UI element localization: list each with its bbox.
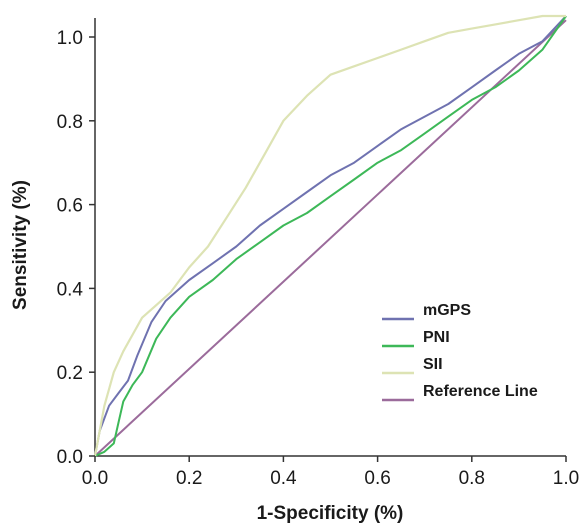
legend-item-reference-line: Reference Line <box>382 383 538 402</box>
y-tick-label: 0.4 <box>57 279 84 300</box>
y-tick-label: 1.0 <box>57 28 83 49</box>
x-tick-label: 1.0 <box>553 468 579 489</box>
series-line-sii <box>93 14 566 457</box>
x-tick-label: 0.0 <box>82 468 108 489</box>
series-line-reference-line <box>94 19 567 457</box>
legend-item-sii: SII <box>382 356 443 375</box>
x-ticks: 0.0 0.2 0.4 0.6 0.8 1.0 <box>82 456 579 489</box>
y-tick-label: 0.2 <box>57 363 83 384</box>
series-layer <box>93 14 567 457</box>
legend-label: PNI <box>423 329 450 346</box>
y-ticks: 0.0 0.2 0.4 0.6 0.8 1.0 <box>57 28 95 468</box>
legend-label: SII <box>423 356 443 373</box>
legend-label: Reference Line <box>423 383 538 400</box>
y-tick-label: 0.0 <box>57 447 83 468</box>
series-line-mgps <box>94 15 567 457</box>
legend-item-pni: PNI <box>382 329 450 348</box>
x-tick-label: 0.8 <box>459 468 485 489</box>
legend-item-mgps: mGPS <box>382 302 471 321</box>
y-tick-label: 0.8 <box>57 112 83 133</box>
legend-label: mGPS <box>423 302 471 319</box>
x-axis-title: 1-Specificity (%) <box>257 503 404 524</box>
y-tick-label: 0.6 <box>57 196 83 217</box>
x-tick-label: 0.4 <box>270 468 297 489</box>
legend: mGPS PNI SII Reference Line <box>382 302 538 402</box>
plot-area: 0.0 0.2 0.4 0.6 0.8 1.0 0.0 0.2 0.4 0.6 0.8 1.0 <box>57 14 579 489</box>
y-axis-title: Sensitivity (%) <box>10 180 31 310</box>
series-line-pni <box>94 15 567 457</box>
x-tick-label: 0.2 <box>176 468 202 489</box>
x-tick-label: 0.6 <box>364 468 390 489</box>
